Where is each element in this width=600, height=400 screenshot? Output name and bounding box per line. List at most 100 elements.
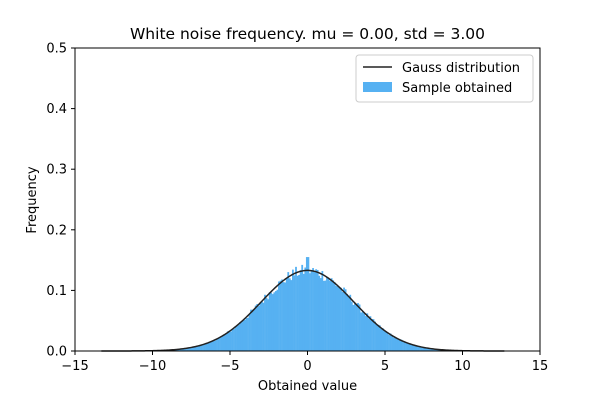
histogram-bar [233, 329, 235, 351]
histogram-bars [102, 257, 505, 351]
y-tick-label: 0.3 [46, 163, 67, 178]
histogram-bar [419, 346, 421, 351]
histogram-bar [321, 271, 324, 351]
y-tick-label: 0.5 [46, 42, 67, 57]
x-tick-label: −15 [61, 359, 88, 374]
histogram-bar [295, 266, 297, 351]
histogram-bar [254, 305, 257, 351]
histogram-bar [298, 274, 300, 351]
histogram-bar [208, 341, 211, 351]
histogram-bar [364, 316, 367, 351]
plot-area [101, 257, 505, 352]
histogram-bar [400, 339, 403, 351]
x-tick-label: 15 [532, 359, 549, 374]
histogram-bar [243, 319, 246, 351]
histogram-bar [326, 277, 328, 351]
histogram-bar [429, 348, 432, 351]
histogram-bar [200, 345, 203, 351]
legend-box [355, 54, 534, 103]
histogram-bar [292, 269, 294, 351]
histogram-bar [374, 321, 376, 351]
x-tick-label: 0 [303, 359, 311, 374]
histogram-bar [375, 324, 378, 351]
histogram-bar [411, 344, 414, 351]
histogram-bar [360, 312, 362, 351]
histogram-bar [347, 297, 350, 351]
histogram-bar [293, 275, 296, 351]
histogram-bar [324, 280, 327, 351]
histogram-bar [385, 331, 387, 351]
histogram-bar [343, 287, 345, 351]
histogram-bar [195, 346, 198, 351]
histogram-bar [358, 304, 361, 351]
histogram-bar [248, 313, 251, 351]
histogram-bar [186, 348, 189, 351]
histogram-bar [199, 345, 201, 351]
y-tick-label: 0.2 [46, 223, 67, 238]
chart-title: White noise frequency. mu = 0.00, std = … [130, 25, 485, 43]
histogram-bar [191, 347, 194, 351]
histogram-bar [259, 303, 262, 351]
histogram-bar [369, 316, 372, 351]
histogram-bar [242, 320, 245, 351]
histogram-bar [426, 348, 429, 351]
histogram-bar [367, 318, 370, 351]
histogram-bar [316, 269, 319, 351]
histogram-bar [261, 301, 263, 351]
gauss-distribution-line [101, 269, 505, 352]
histogram-bar [183, 348, 186, 351]
histogram-bar [285, 278, 288, 351]
histogram-bar [226, 331, 229, 351]
histogram-bar [211, 340, 214, 351]
histogram-bar [253, 309, 256, 351]
histogram-bar [392, 337, 395, 351]
histogram-bar [214, 340, 217, 351]
histogram-bar [408, 343, 411, 351]
histogram-bar [352, 304, 355, 351]
histogram-bar [346, 293, 349, 351]
histogram-bar [223, 334, 226, 351]
histogram-bar [212, 340, 215, 351]
histogram-bar [305, 257, 308, 351]
histogram-bar [330, 278, 333, 351]
histogram-bar [437, 349, 440, 351]
histogram-bar [389, 333, 392, 351]
histogram-bar [378, 325, 381, 351]
histogram-bar [180, 348, 183, 351]
histogram-bar [333, 282, 336, 351]
x-tick-label: −5 [220, 359, 239, 374]
histogram-bar [344, 289, 347, 351]
histogram-bar [318, 275, 321, 351]
histogram-bar [284, 282, 287, 351]
histogram-bar [357, 303, 359, 351]
histogram-bar [271, 294, 274, 351]
histogram-bar [398, 339, 401, 351]
histogram-bar [361, 311, 364, 351]
histogram-bar [350, 301, 353, 351]
x-tick-label: −10 [139, 359, 166, 374]
histogram-bar [340, 287, 342, 351]
histogram-bar [230, 331, 232, 351]
histogram-bar [225, 333, 228, 351]
histogram-bar [428, 348, 431, 351]
histogram-bar [202, 344, 204, 351]
histogram-bar [335, 286, 338, 351]
histogram-bar [240, 322, 243, 351]
histogram-bar [264, 294, 266, 351]
histogram-bar [282, 282, 285, 351]
histogram-bar [222, 335, 225, 351]
legend: Gauss distribution Sample obtained [355, 54, 534, 103]
histogram-bar [299, 270, 302, 351]
histogram-bar [363, 313, 366, 351]
histogram-bar [425, 347, 428, 351]
histogram-bar [287, 272, 290, 351]
histogram-bar [256, 304, 259, 351]
histogram-bar [412, 345, 415, 351]
histogram-bar [319, 278, 322, 351]
histogram-bar [192, 346, 195, 351]
histogram-bar [247, 317, 249, 351]
legend-sample-swatch [363, 82, 392, 92]
histogram-bar [371, 318, 373, 351]
histogram-bar [405, 342, 407, 351]
histogram-bar [433, 349, 435, 351]
